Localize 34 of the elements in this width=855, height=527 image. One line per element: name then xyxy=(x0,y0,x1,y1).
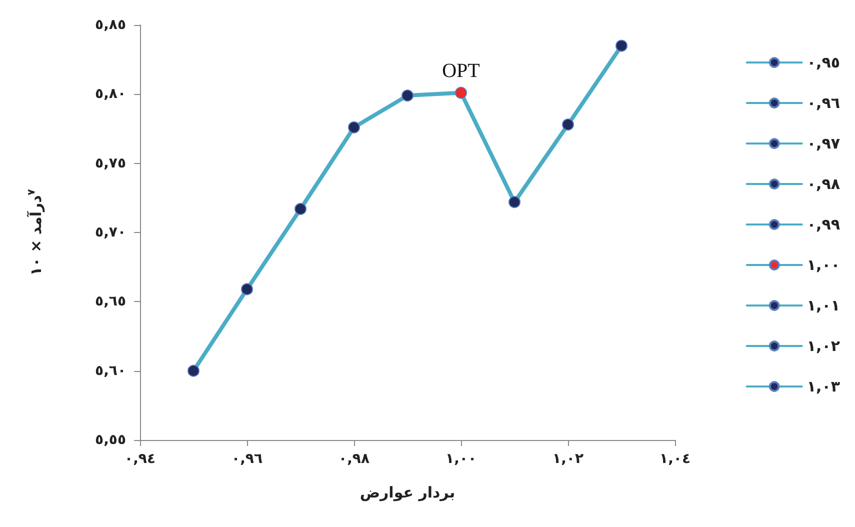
legend-label: ١,٠٢ xyxy=(806,337,840,355)
y-tick-label: ٥,٧٠ xyxy=(95,224,126,240)
point xyxy=(241,283,253,296)
x-tick-label: ٠,٩٤ xyxy=(124,451,156,467)
legend-label: ١,٠١ xyxy=(806,296,840,314)
point xyxy=(616,40,628,52)
y-tick-label: ٥,٨٠ xyxy=(95,86,126,102)
legend-label: ٠,٩٦ xyxy=(806,94,840,112)
y-tick-label: ٥,٧٥ xyxy=(95,155,126,172)
point xyxy=(294,202,306,215)
legend-label: ٠,٩٧ xyxy=(806,134,840,152)
legend-label: ١,٠٠ xyxy=(806,256,840,274)
y-axis-title: درآمد × ١٠٧ xyxy=(26,189,45,276)
point xyxy=(508,196,520,208)
annotation: OPT xyxy=(442,60,480,82)
point xyxy=(562,118,574,131)
x-tick-label: ١,٠٠ xyxy=(446,451,476,467)
point xyxy=(455,86,467,99)
legend-label: ٠,٩٩ xyxy=(806,216,840,234)
x-tick-label: ٠,٩٨ xyxy=(338,451,370,467)
x-tick-label: ١,٠٤ xyxy=(660,451,690,467)
x-tick-label: ١,٠٢ xyxy=(552,451,584,467)
point xyxy=(402,90,414,102)
y-tick-label: ٥,٨٥ xyxy=(95,17,126,33)
x-axis-title: بردار عوارض xyxy=(360,484,456,502)
legend-label: ١,٠٣ xyxy=(806,378,840,396)
y-tick-label: ٥,٦٠ xyxy=(95,362,126,379)
y-tick-label: ٥,٥٥ xyxy=(95,432,126,448)
legend-label: ٠,٩٨ xyxy=(806,175,840,193)
legend-label: ٠,٩٥ xyxy=(806,54,840,72)
point xyxy=(348,121,360,134)
y-tick-label: ٥,٦٥ xyxy=(95,294,126,310)
point xyxy=(188,364,200,377)
x-tick-label: ٠,٩٦ xyxy=(232,451,263,467)
